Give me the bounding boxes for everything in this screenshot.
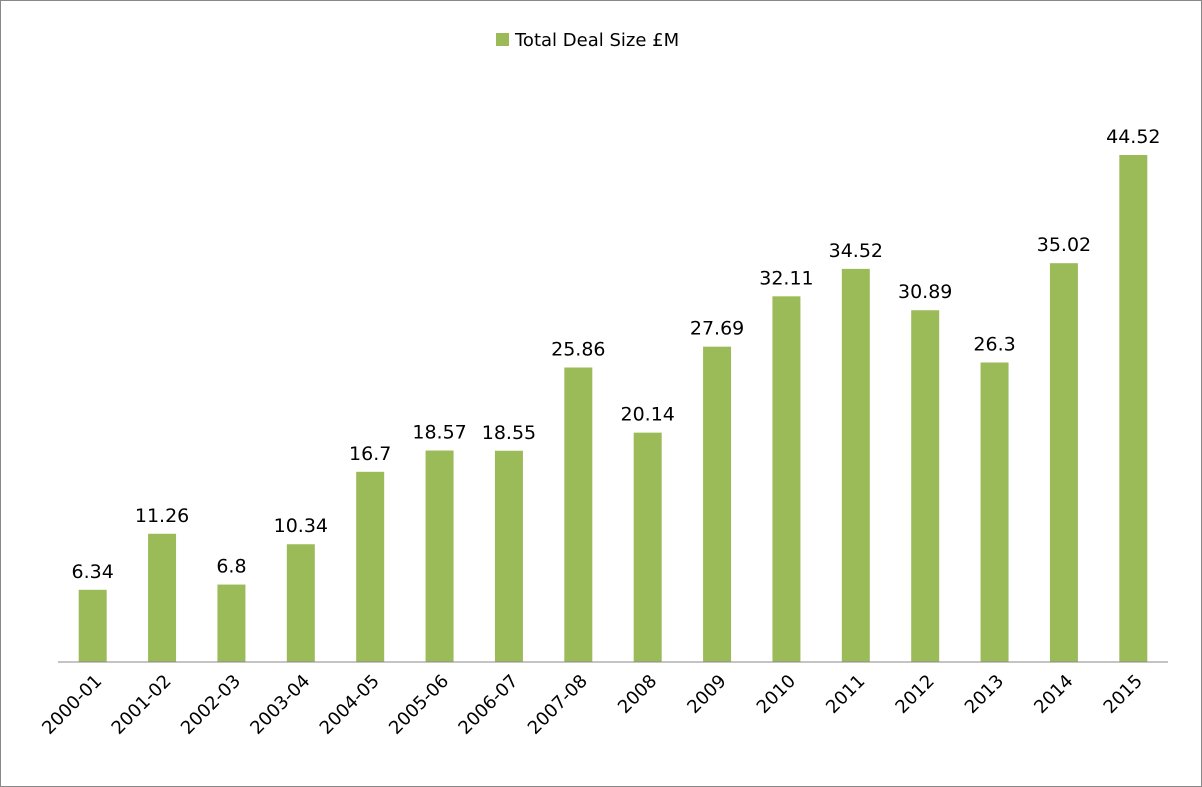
data-label: 6.34 xyxy=(72,561,114,583)
data-label: 16.7 xyxy=(349,443,391,465)
bar xyxy=(425,450,454,662)
bar xyxy=(633,432,662,662)
bar xyxy=(1119,155,1148,662)
data-label: 34.52 xyxy=(829,240,883,262)
data-label: 27.69 xyxy=(690,318,744,340)
data-label: 18.55 xyxy=(482,422,536,444)
bar xyxy=(564,367,593,662)
bar xyxy=(841,268,870,662)
data-label: 10.34 xyxy=(274,515,328,537)
bar xyxy=(703,346,732,662)
legend-swatch xyxy=(496,33,509,46)
data-label: 30.89 xyxy=(898,281,952,303)
bar xyxy=(78,589,107,662)
bar xyxy=(1049,263,1078,662)
data-label: 20.14 xyxy=(620,404,674,426)
bar xyxy=(148,533,177,662)
legend-label: Total Deal Size £M xyxy=(514,30,679,51)
data-label: 35.02 xyxy=(1037,234,1091,256)
bar xyxy=(356,471,385,662)
data-label: 25.86 xyxy=(551,339,605,361)
data-label: 44.52 xyxy=(1106,126,1160,148)
bar xyxy=(772,296,801,662)
data-label: 26.3 xyxy=(973,333,1015,355)
bar xyxy=(217,584,246,662)
data-label: 11.26 xyxy=(135,505,189,527)
data-label: 32.11 xyxy=(759,267,813,289)
bar xyxy=(286,544,315,662)
bar xyxy=(494,450,523,662)
data-label: 18.57 xyxy=(412,422,466,444)
data-label: 6.8 xyxy=(216,556,246,578)
bar xyxy=(911,310,940,662)
bar xyxy=(980,362,1009,662)
